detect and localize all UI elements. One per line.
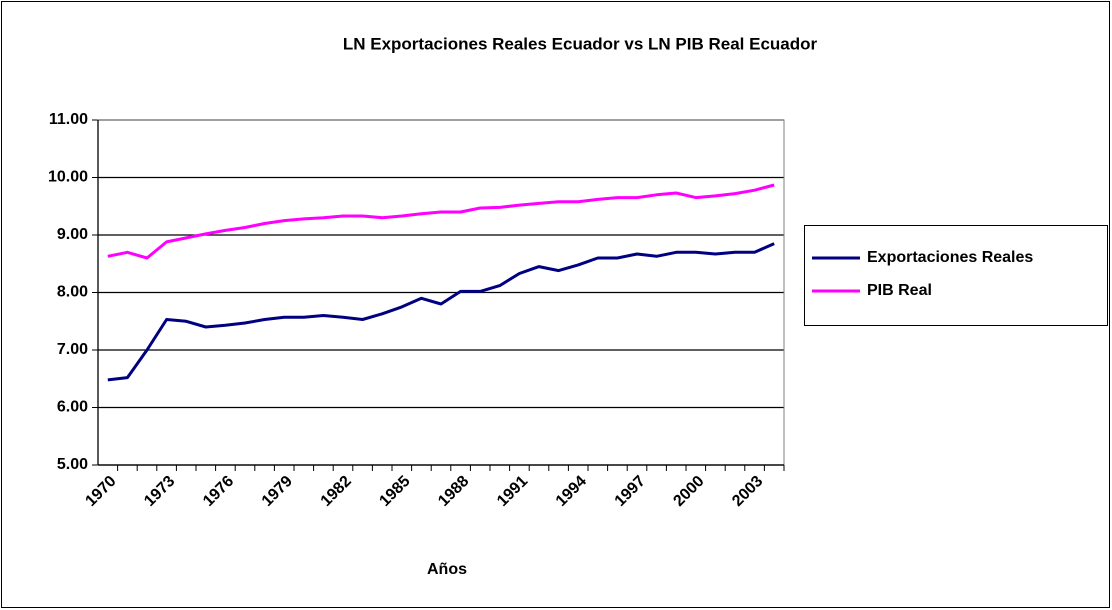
y-tick-label: 11.00 bbox=[49, 111, 88, 128]
series-line bbox=[107, 242, 775, 382]
y-tick-label: 10.00 bbox=[48, 169, 88, 186]
y-tick-label: 5.00 bbox=[57, 456, 88, 473]
y-tick-label: 6.00 bbox=[57, 399, 88, 416]
chart-title: LN Exportaciones Reales Ecuador vs LN PI… bbox=[343, 34, 818, 53]
y-tick-label: 8.00 bbox=[57, 284, 88, 301]
y-tick-label: 9.00 bbox=[57, 226, 88, 243]
y-tick-label: 7.00 bbox=[57, 341, 88, 358]
legend-label: PIB Real bbox=[867, 282, 932, 299]
series-line bbox=[107, 183, 775, 260]
legend-box bbox=[804, 225, 1108, 326]
x-axis-label: Años bbox=[427, 561, 467, 578]
legend-label: Exportaciones Reales bbox=[867, 249, 1033, 266]
